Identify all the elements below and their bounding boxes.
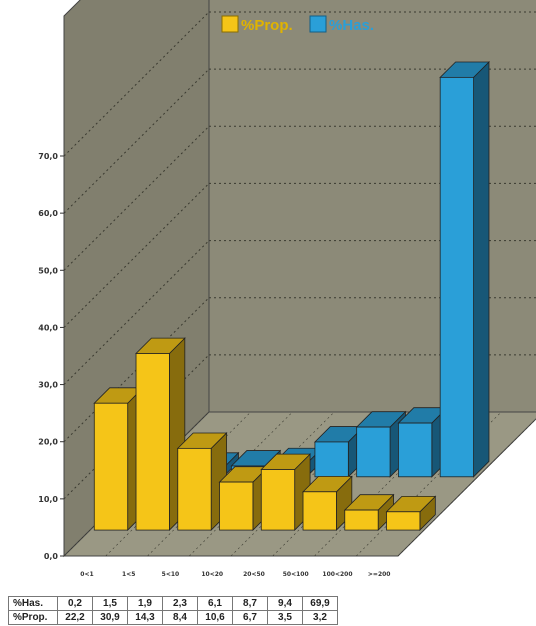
table-cell: 6,1 [197, 596, 233, 611]
bar-prop-front [177, 447, 212, 531]
table-row-label: %Has. [8, 596, 58, 611]
bar-prop-front [386, 511, 421, 531]
y-tick-label: 50,0 [38, 266, 58, 275]
legend-swatch-has [309, 15, 327, 33]
bar-has-front [398, 422, 433, 478]
gridline-left [63, 11, 210, 157]
bar-prop-front [260, 469, 296, 531]
table-cell: 10,6 [197, 610, 233, 625]
chart-legend: %Prop. %Has. [221, 15, 374, 34]
table-cell: 3,5 [267, 610, 303, 625]
floor-divider [189, 411, 335, 557]
table-cell: 6,7 [232, 610, 268, 625]
gridline-left [63, 183, 210, 328]
table-cell: 14,3 [127, 610, 163, 625]
x-axis-categories: 0<1 1<5 5<10 10<20 20<50 50<100 100<200 >=200 [80, 571, 390, 578]
gridline-left [63, 297, 210, 443]
gridline-left [63, 240, 210, 385]
table-cell: 69,9 [302, 596, 338, 611]
x-category-label: 10<20 [201, 571, 223, 578]
y-tick-label: 60,0 [38, 209, 58, 218]
x-category-label: 5<10 [162, 571, 180, 578]
table-cell: 0,2 [57, 596, 93, 611]
y-tick-label: 40,0 [38, 323, 58, 332]
table-row-has: %Has. 0,2 1,5 1,9 2,3 6,1 8,7 9,4 69,9 [8, 596, 338, 611]
x-category-label: 1<5 [122, 571, 135, 578]
legend-label-prop: %Prop. [241, 17, 293, 34]
table-cell: 22,2 [57, 610, 93, 625]
bar-prop-front [302, 491, 337, 531]
bar-prop-front [344, 509, 379, 531]
y-tick-label: 70,0 [38, 152, 58, 161]
table-cell: 1,5 [92, 596, 128, 611]
table-cell: 8,4 [162, 610, 198, 625]
y-tick-label: 20,0 [38, 438, 58, 447]
table-cell: 1,9 [127, 596, 163, 611]
legend-label-has: %Has. [329, 17, 374, 34]
y-axis-ticks: 0,0 10,0 20,0 30,0 40,0 50,0 60,0 70,0 [38, 152, 64, 561]
bar-prop-front [93, 402, 129, 531]
bar-prop [343, 493, 395, 532]
floor-divider [397, 418, 536, 557]
x-category-label: 0<1 [80, 571, 93, 578]
x-category-label: >=200 [368, 571, 391, 578]
table-cell: 2,3 [162, 596, 198, 611]
bar-has [439, 61, 490, 478]
bar-prop-front [135, 353, 170, 531]
x-category-label: 20<50 [243, 571, 265, 578]
gridline-left [63, 125, 210, 271]
y-tick-label: 30,0 [38, 381, 58, 390]
table-cell: 3,2 [302, 610, 338, 625]
gridline-left [63, 68, 210, 214]
bar-prop [385, 495, 437, 532]
bar-has [355, 410, 407, 478]
x-category-label: 100<200 [322, 571, 352, 578]
chart-bars [93, 61, 490, 532]
x-category-label: 50<100 [283, 571, 309, 578]
table-row-label: %Prop. [8, 610, 58, 625]
table-row-prop: %Prop. 22,2 30,9 14,3 8,4 10,6 6,7 3,5 3… [8, 610, 338, 625]
y-tick-label: 0,0 [44, 552, 59, 561]
legend-swatch-prop [221, 15, 239, 33]
bar-has-front [439, 76, 474, 478]
bar-has-front [314, 441, 349, 478]
bar-prop-front [219, 481, 254, 531]
data-table: %Has. 0,2 1,5 1,9 2,3 6,1 8,7 9,4 69,9 %… [8, 596, 338, 625]
table-cell: 9,4 [267, 596, 303, 611]
table-cell: 30,9 [92, 610, 128, 625]
bar-has-front [356, 426, 391, 478]
y-tick-label: 10,0 [38, 495, 58, 504]
bar-has-side [473, 61, 490, 478]
table-cell: 8,7 [232, 596, 268, 611]
floor-divider [147, 411, 293, 557]
